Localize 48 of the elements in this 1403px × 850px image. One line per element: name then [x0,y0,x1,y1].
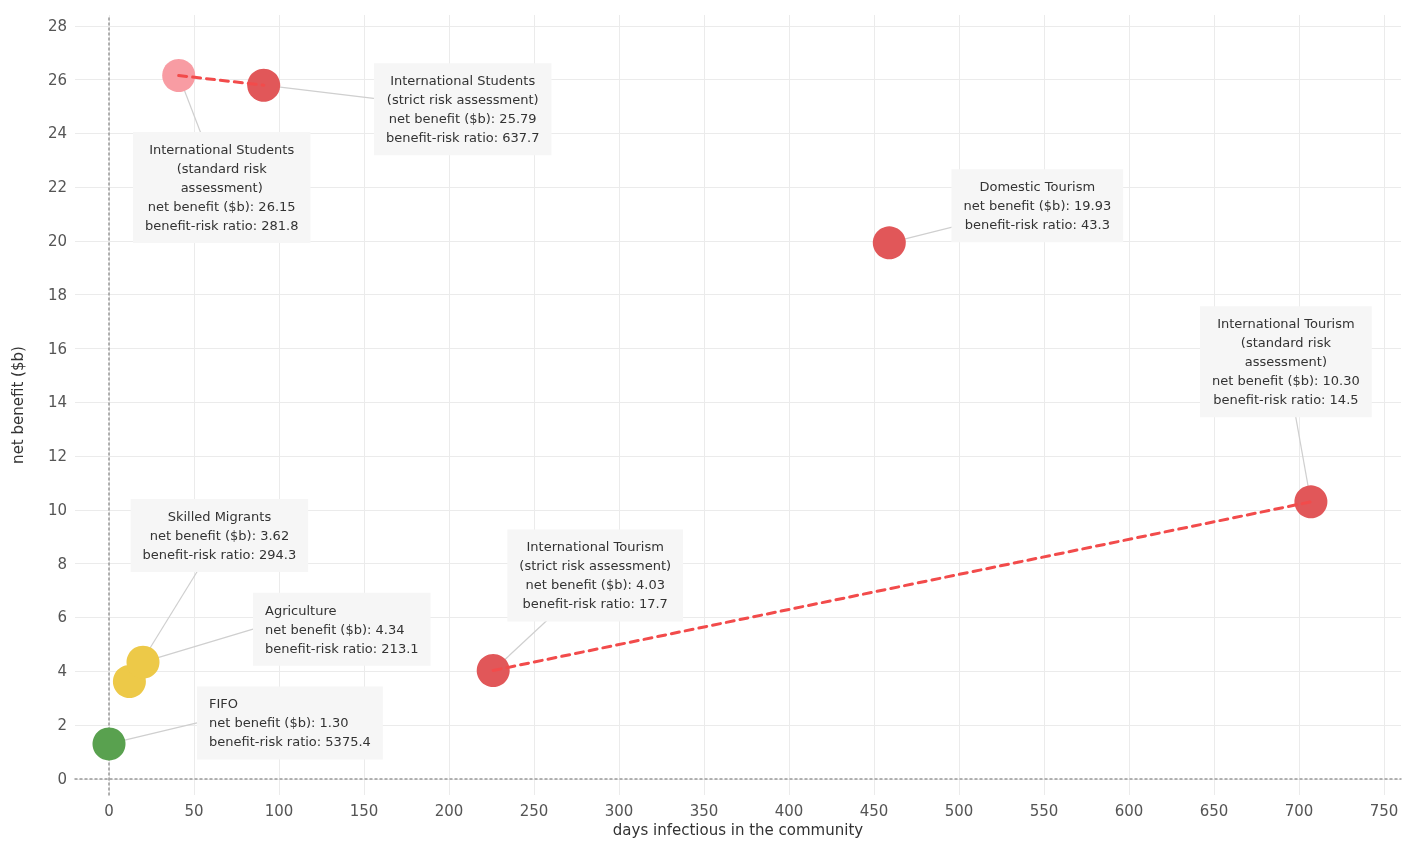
y-tick-label: 18 [47,285,67,304]
x-tick-label: 0 [104,801,114,820]
x-tick-label: 700 [1284,801,1314,820]
point [872,226,906,260]
annotation: International Tourism (strict risk assessment) net benefit ($b): 4.03 benefit-risk ratio: 17.7 [519,539,672,612]
annotation: International Students (strict risk assessment) net benefit ($b): 25.79 benefit-risk ratio: 637.7 [385,73,540,146]
annotation: Domestic Tourism net benefit ($b): 19.93 benefit-risk ratio: 43.3 [963,179,1112,233]
annotation: FIFO net benefit ($b): 1.30 benefit-risk ratio: 5375.4 [209,696,371,750]
y-tick-label: 12 [47,447,67,466]
y-tick-label: 14 [47,393,67,412]
y-tick-label: 8 [57,554,67,573]
annotation: International Tourism (standard risk assessment) net benefit ($b): 10.30 benefit-risk ratio: 14.5 [1212,316,1360,408]
point [126,645,160,679]
x-tick-label: 500 [944,801,974,820]
y-axis-title: net benefit ($b) [8,346,27,464]
x-tick-label: 50 [184,801,204,820]
point [92,727,126,761]
x-tick-label: 250 [519,801,549,820]
y-tick-label: 10 [47,500,67,519]
x-tick-label: 550 [1029,801,1059,820]
annotation: Skilled Migrants net benefit ($b): 3.62 benefit-risk ratio: 294.3 [142,509,297,562]
x-tick-label: 600 [1114,801,1144,820]
x-axis-title: days infectious in the community [612,821,864,840]
x-tick-label: 150 [349,801,379,820]
x-tick-label: 200 [434,801,464,820]
x-tick-label: 750 [1369,801,1399,820]
y-tick-label: 0 [57,769,67,788]
y-tick-label: 6 [57,608,67,627]
x-tick-label: 300 [604,801,634,820]
y-tick-label: 2 [57,716,67,735]
x-tick-label: 400 [774,801,804,820]
y-tick-label: 24 [47,124,67,143]
point [1294,485,1328,519]
x-tick-label: 650 [1199,801,1229,820]
x-tick-label: 100 [264,801,294,820]
annotation: International Students (standard risk assessment) net benefit ($b): 26.15 benefit-risk ratio: 281.8 [144,142,299,234]
point [247,68,281,102]
x-tick-label: 450 [859,801,889,820]
y-tick-label: 4 [57,662,67,681]
y-tick-label: 20 [47,231,67,250]
annotation: Agriculture net benefit ($b): 4.34 benefit-risk ratio: 213.1 [265,602,419,656]
y-tick-label: 26 [47,70,67,89]
y-tick-label: 22 [47,178,67,197]
x-tick-label: 350 [689,801,719,820]
y-tick-label: 16 [47,339,67,358]
point [162,59,196,93]
y-tick-label: 28 [47,16,67,35]
point [476,653,510,687]
